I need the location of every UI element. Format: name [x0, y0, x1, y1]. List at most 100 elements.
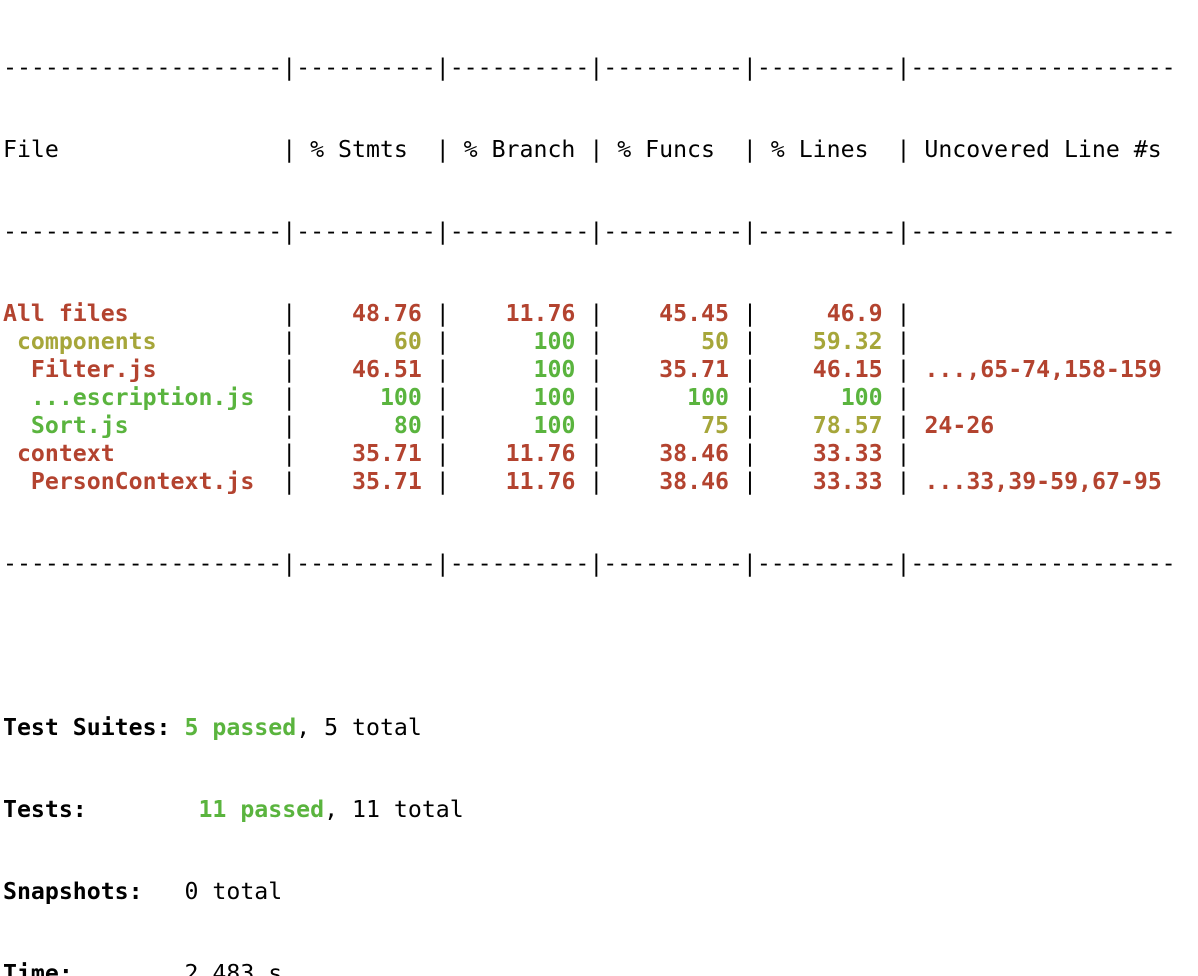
col-divider: |	[882, 468, 911, 495]
suites-total: , 5 total	[296, 714, 422, 741]
table-row: context | 35.71 | 11.76 | 38.46 | 33.33 …	[3, 440, 1176, 468]
col-divider: |	[882, 384, 911, 411]
col-divider: |	[421, 468, 450, 495]
pad	[757, 300, 827, 327]
stmts-value: 48.76	[352, 300, 422, 327]
col-divider: |	[114, 440, 297, 467]
lines-value: 78.57	[812, 412, 883, 439]
pad	[603, 440, 659, 467]
col-divider: |	[575, 328, 604, 355]
pad	[910, 300, 924, 327]
pad	[450, 384, 534, 411]
branch-value: 100	[533, 384, 576, 411]
pad	[911, 468, 925, 495]
table-row: Sort.js | 80 | 100 | 75 | 78.57 | 24-26	[3, 412, 1176, 440]
pad	[296, 356, 352, 383]
col-divider: |	[882, 440, 911, 467]
funcs-value: 38.46	[659, 440, 729, 467]
pad	[911, 328, 925, 355]
pad	[450, 468, 506, 495]
col-divider: |	[728, 300, 757, 327]
table-separator-mid: --------------------|----------|--------…	[3, 218, 1176, 245]
pad	[603, 300, 659, 327]
branch-value: 11.76	[505, 300, 576, 327]
pad	[296, 412, 394, 439]
funcs-value: 100	[687, 384, 729, 411]
col-divider: |	[575, 468, 604, 495]
col-divider: |	[128, 300, 297, 327]
file-name: context	[16, 440, 115, 467]
col-divider: |	[729, 468, 757, 495]
col-divider: |	[575, 300, 604, 327]
pad	[757, 412, 813, 439]
table-header: File | % Stmts | % Branch | % Funcs | % …	[3, 136, 1176, 163]
lines-value: 46.9	[826, 300, 883, 327]
tests-passed: 11 passed	[198, 796, 325, 823]
file-name: Filter.js	[30, 356, 157, 383]
file-name: PersonContext.js	[30, 468, 255, 495]
col-divider: |	[421, 328, 450, 355]
pad	[450, 328, 534, 355]
col-divider: |	[882, 356, 911, 383]
pad	[603, 328, 701, 355]
col-divider: |	[575, 440, 604, 467]
tests-label: Tests:	[3, 796, 87, 823]
suites-label: Test Suites:	[3, 714, 171, 741]
pad	[910, 356, 924, 383]
funcs-value: 50	[701, 328, 729, 355]
indent	[3, 356, 31, 383]
table-row: Filter.js | 46.51 | 100 | 35.71 | 46.15 …	[3, 356, 1176, 384]
indent	[3, 384, 31, 411]
stmts-value: 100	[379, 384, 422, 411]
col-divider: |	[882, 412, 911, 439]
branch-value: 11.76	[505, 468, 576, 495]
file-name: components	[16, 328, 157, 355]
col-divider: |	[728, 356, 757, 383]
uncovered-lines: 24-26	[924, 412, 995, 439]
summary-tests: Tests: 11 passed, 11 total	[3, 796, 1176, 824]
pad	[757, 328, 813, 355]
col-divider: |	[421, 384, 450, 411]
pad	[296, 328, 394, 355]
pad	[911, 440, 925, 467]
col-divider: |	[729, 440, 757, 467]
suites-passed: 5 passed	[184, 714, 297, 741]
lines-value: 33.33	[812, 440, 883, 467]
time-value: 2.483 s	[184, 960, 283, 976]
col-divider: |	[575, 356, 604, 383]
pad	[757, 468, 813, 495]
lines-value: 100	[840, 384, 883, 411]
summary-snapshots: Snapshots: 0 total	[3, 878, 1176, 906]
pad	[450, 356, 534, 383]
indent	[3, 440, 17, 467]
col-divider: |	[575, 384, 604, 411]
branch-value: 100	[533, 412, 576, 439]
tests-total: , 11 total	[324, 796, 464, 823]
table-row: All files | 48.76 | 11.76 | 45.45 | 46.9…	[3, 300, 1176, 328]
funcs-value: 45.45	[659, 300, 729, 327]
pad	[296, 440, 352, 467]
indent	[3, 328, 17, 355]
col-divider: |	[882, 300, 911, 327]
file-name: All files	[3, 300, 129, 327]
col-divider: |	[421, 412, 450, 439]
pad	[603, 468, 659, 495]
indent	[3, 412, 31, 439]
summary-suites: Test Suites: 5 passed, 5 total	[3, 714, 1176, 742]
table-separator-bottom: --------------------|----------|--------…	[3, 550, 1176, 577]
stmts-value: 60	[393, 328, 422, 355]
lines-value: 33.33	[812, 468, 883, 495]
snapshots-label: Snapshots:	[3, 878, 143, 905]
col-divider: |	[729, 384, 757, 411]
summary-time: Time: 2.483 s	[3, 960, 1176, 976]
funcs-value: 75	[701, 412, 729, 439]
pad	[911, 384, 925, 411]
snapshots-value: 0 total	[184, 878, 283, 905]
stmts-value: 46.51	[352, 356, 422, 383]
branch-value: 11.76	[505, 440, 576, 467]
indent	[3, 468, 31, 495]
table-row: ...escription.js | 100 | 100 | 100 | 100…	[3, 384, 1176, 412]
file-name: ...escription.js	[30, 384, 255, 411]
pad	[603, 384, 687, 411]
terminal-output: --------------------|----------|--------…	[3, 0, 1176, 976]
